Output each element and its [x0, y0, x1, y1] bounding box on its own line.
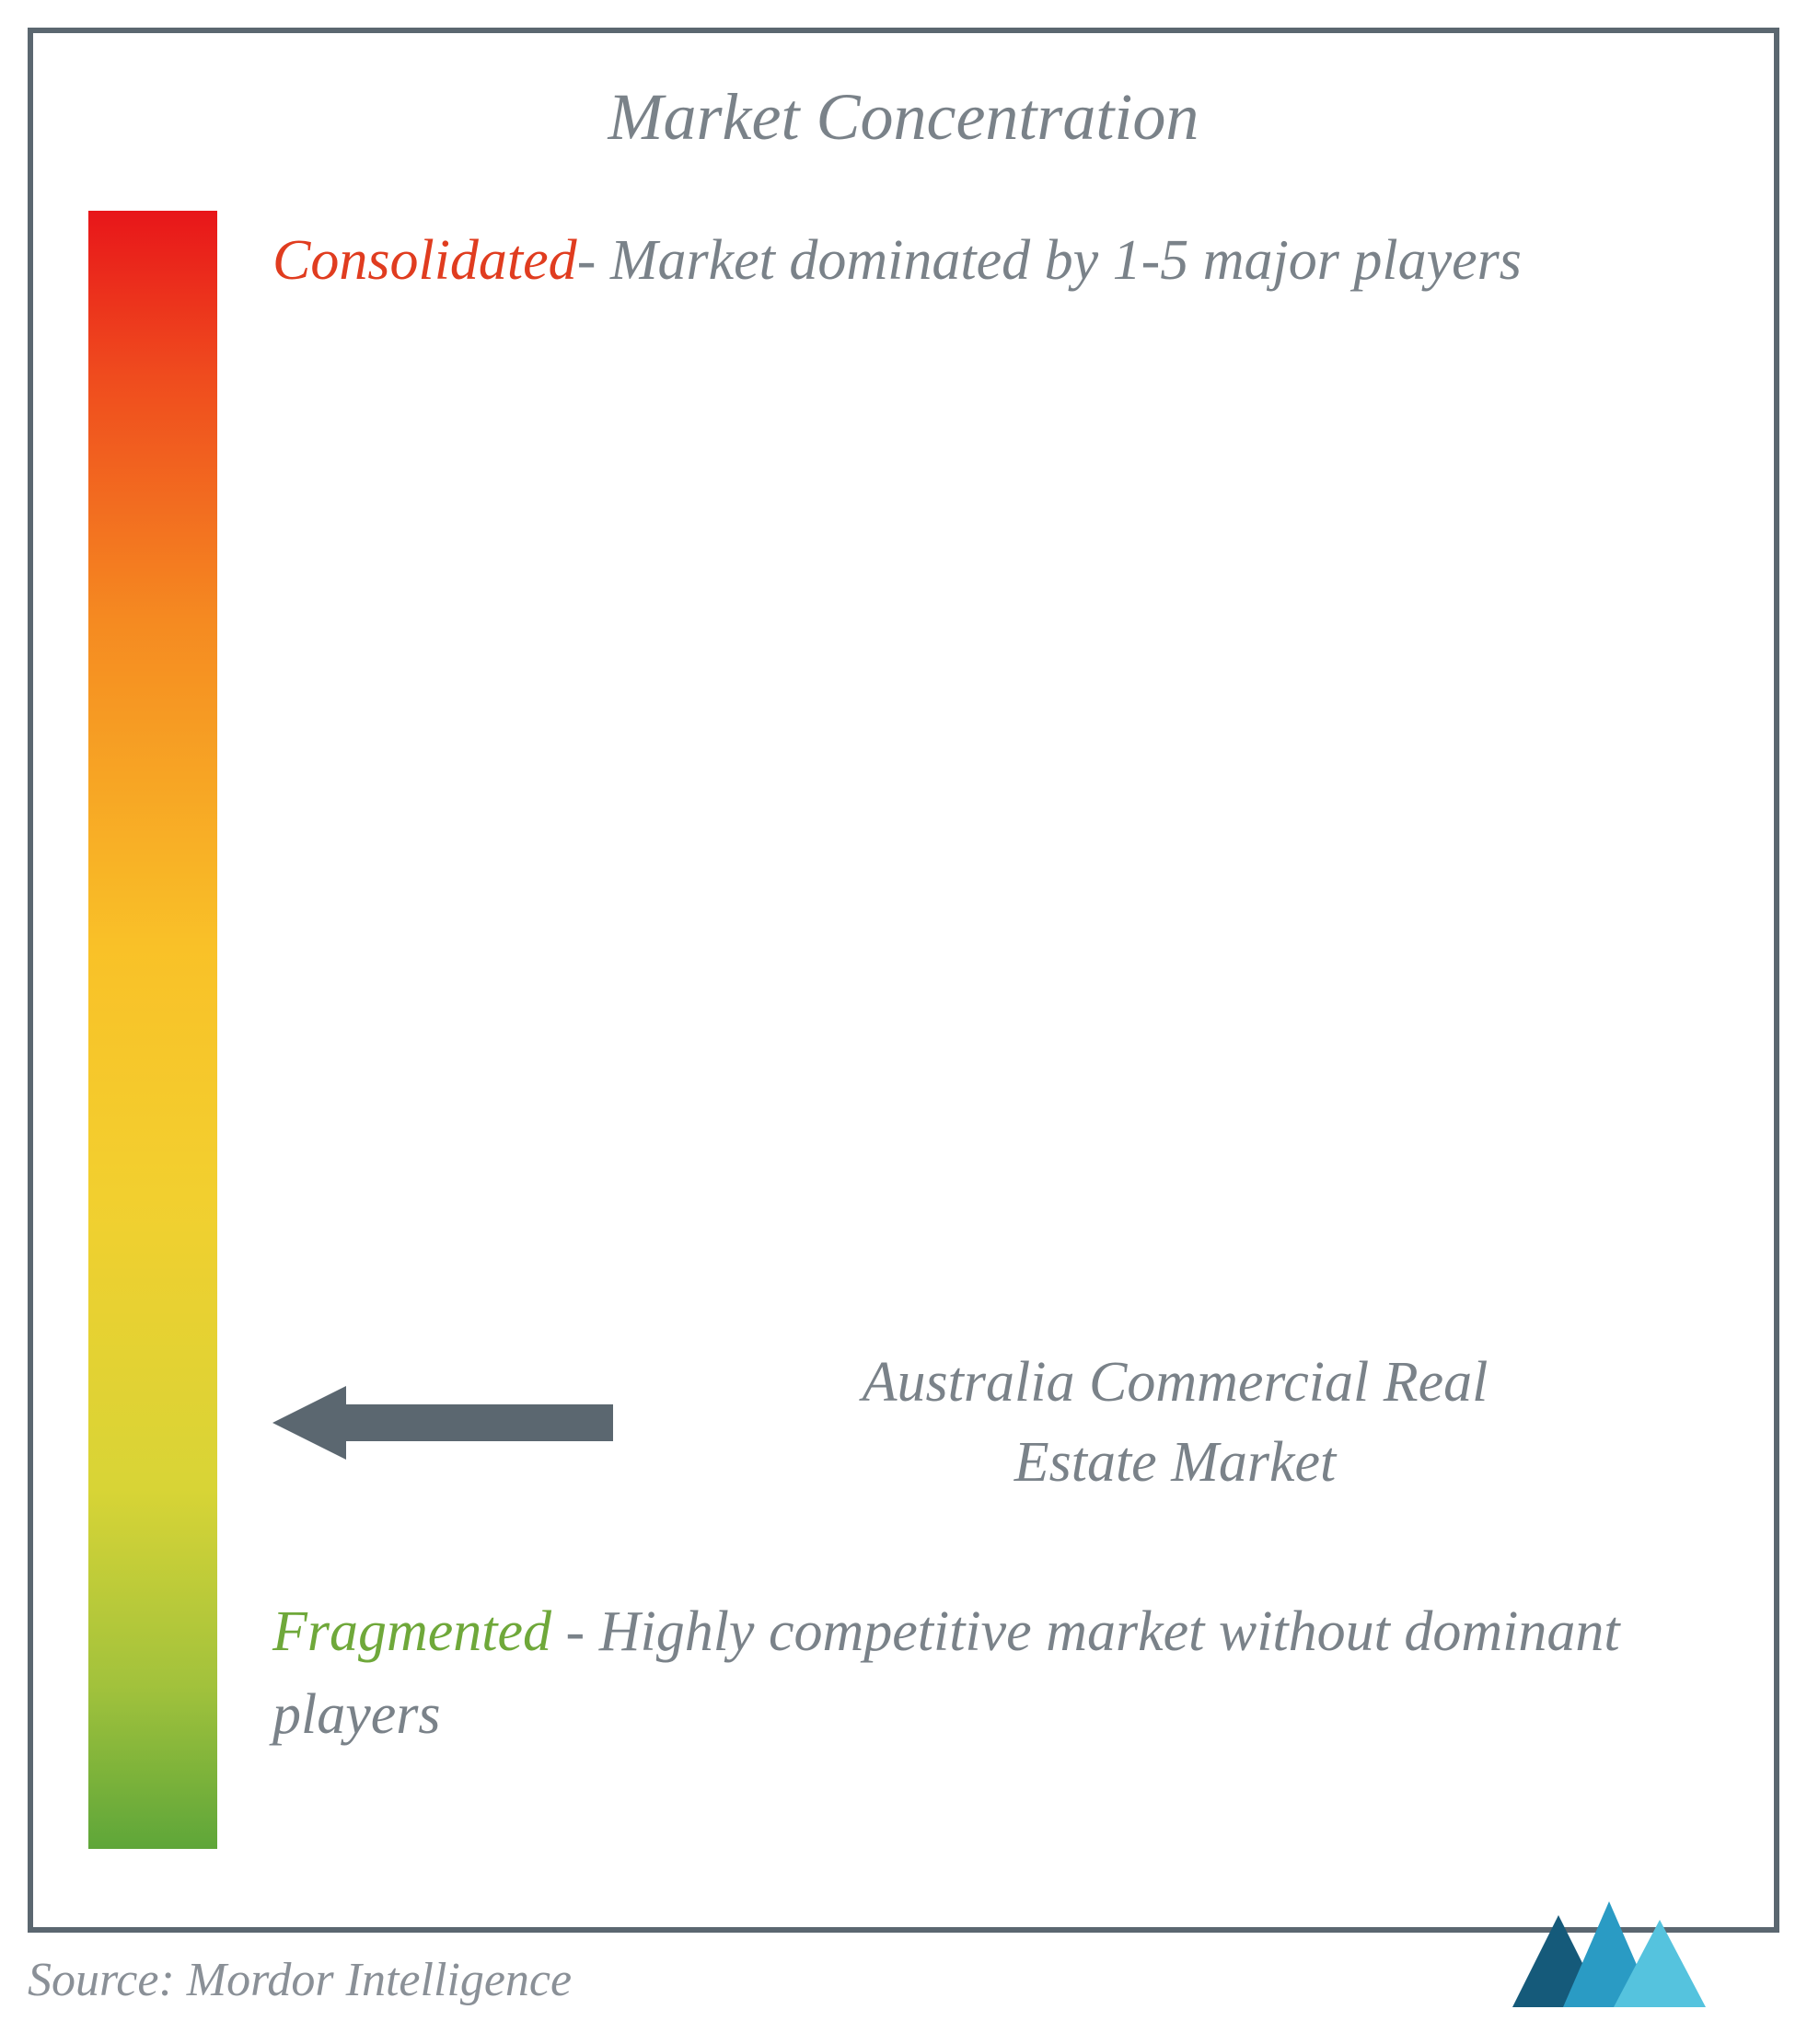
arrow-left-icon — [272, 1381, 613, 1464]
diagram-title: Market Concentration — [88, 79, 1719, 156]
market-name-line1: Australia Commercial Real — [863, 1351, 1488, 1414]
source-text: Source: Mordor Intelligence — [28, 1953, 572, 2007]
concentration-gradient-bar — [88, 211, 217, 1849]
market-name: Australia Commercial Real Estate Market — [650, 1343, 1700, 1503]
source-value: Mordor Intelligence — [187, 1954, 572, 2006]
fragmented-label: Fragmented — [272, 1600, 551, 1663]
consolidated-description: - Market dominated by 1-5 major players — [577, 229, 1522, 292]
market-name-line2: Estate Market — [1014, 1431, 1337, 1494]
content-area: Consolidated- Market dominated by 1-5 ma… — [88, 211, 1719, 1849]
gradient-svg — [88, 211, 217, 1849]
market-indicator: Australia Commercial Real Estate Market — [272, 1343, 1700, 1503]
consolidated-label: Consolidated — [272, 229, 577, 292]
consolidated-block: Consolidated- Market dominated by 1-5 ma… — [272, 220, 1700, 303]
diagram-frame: Market Concentration — [28, 28, 1779, 1933]
mordor-logo-icon — [1512, 1897, 1706, 2012]
source-label: Source: — [28, 1954, 187, 2006]
fragmented-block: Fragmented - Highly competitive market w… — [272, 1591, 1700, 1757]
